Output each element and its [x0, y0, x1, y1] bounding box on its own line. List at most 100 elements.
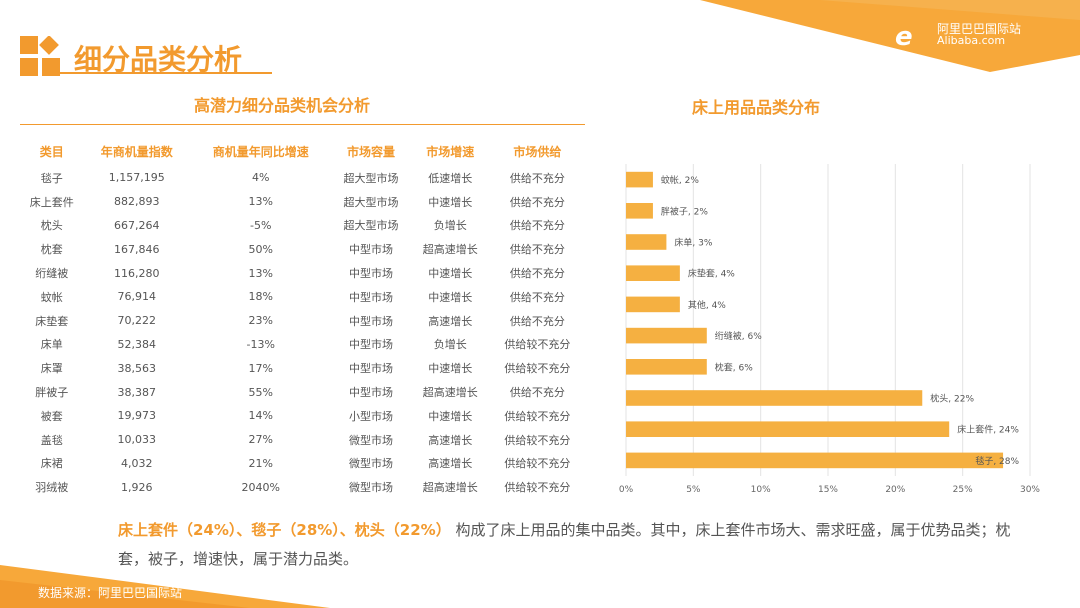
conclusion-rest: 构成了床上用品的集中品类。其中，床上套件市场大、需求旺盛，属于优势品类；枕套，被…	[118, 521, 1011, 568]
table-row: 羽绒被 1,926 2040% 微型市场 超高速增长 供给较不充分	[20, 475, 585, 499]
table-cell: 小型市场	[348, 409, 393, 423]
bar	[626, 234, 667, 250]
table-cell: 1,157,195	[108, 171, 165, 185]
table-cell: 14%	[248, 409, 273, 423]
table-header-cell: 市场增速	[426, 144, 475, 159]
table-cell: 胖被子	[35, 386, 69, 400]
table-cell: 供给不充分	[509, 219, 565, 233]
logo-cn-text: 阿里巴巴国际站	[937, 22, 1022, 36]
page-title: 细分品类分析	[74, 43, 243, 76]
table-row: 绗缝被 116,280 13% 中型市场 中速增长 供给不充分	[20, 261, 585, 285]
table-cell: 中型市场	[348, 243, 393, 257]
x-tick-label: 10%	[751, 485, 771, 495]
bar	[626, 171, 653, 188]
table-cell: 高速增长	[428, 314, 473, 328]
table-cell: 10,033	[117, 433, 156, 447]
table-cell: 供给不充分	[509, 195, 565, 209]
table-cell: 2040%	[241, 480, 280, 494]
table-cell: 667,264	[113, 218, 160, 232]
bar	[626, 296, 680, 313]
table-cell: -5%	[249, 218, 272, 232]
table-cell: 中速增长	[428, 362, 473, 376]
table-cell: 超高速增长	[422, 243, 478, 257]
table-cell: 19,973	[117, 409, 156, 423]
data-label: 绗缝被, 6%	[715, 330, 762, 342]
table-cell: 52,384	[117, 337, 156, 351]
data-label: 床垫套, 4%	[688, 268, 735, 280]
table-cell: 38,387	[117, 385, 156, 399]
table-title: 高潜力细分品类机会分析	[194, 96, 371, 115]
table-cell: 23%	[248, 314, 273, 328]
table-cell: 38,563	[117, 361, 156, 375]
table-cell: 超大型市场	[343, 171, 399, 185]
table-cell: 微型市场	[348, 457, 393, 471]
bar	[626, 359, 707, 375]
table-cell: 167,846	[113, 242, 160, 256]
table-cell: 中型市场	[348, 267, 393, 281]
x-tick-label: 20%	[885, 485, 905, 495]
table-cell: 13%	[248, 195, 273, 209]
table-cell: 55%	[248, 385, 273, 399]
chart-title: 床上用品品类分布	[692, 98, 821, 117]
table-cell: 中型市场	[348, 338, 393, 352]
table-cell: 17%	[248, 361, 273, 375]
alibaba-logo-icon: e	[895, 22, 913, 52]
table-cell: 枕头	[40, 219, 63, 233]
bar	[626, 327, 707, 344]
data-label: 枕头, 22%	[930, 393, 974, 405]
table-cell: 高速增长	[428, 433, 473, 447]
data-label: 床上套件, 24%	[957, 424, 1019, 436]
table-cell: 绗缝被	[35, 267, 69, 281]
table-cell: 27%	[248, 433, 273, 447]
table-cell: 中型市场	[348, 290, 393, 304]
table-cell: 中型市场	[348, 362, 393, 376]
data-source: 数据来源：阿里巴巴国际站	[38, 586, 183, 600]
table-cell: 超高速增长	[422, 386, 478, 400]
opportunity-table: 类目 年商机量指数 商机量年同比增速 市场容量 市场增速 市场供给 毯子 1,157,195…	[20, 136, 585, 499]
table-cell: 超大型市场	[343, 195, 399, 209]
table-cell: 中型市场	[348, 386, 393, 400]
x-tick-label: 0%	[619, 485, 634, 495]
table-body: 毯子 1,157,195 4% 超大型市场 低速增长 供给不充分 床上套件 882,893 13…	[20, 166, 585, 499]
table-cell: 供给不充分	[509, 386, 565, 400]
table-cell: 负增长	[433, 219, 467, 233]
table-row: 枕头 667,264 -5% 超大型市场 负增长 供给不充分	[20, 214, 585, 238]
data-label: 胖被子, 2%	[661, 205, 708, 217]
table-row: 床上套件 882,893 13% 超大型市场 中速增长 供给不充分	[20, 190, 585, 214]
conclusion-text: 床上套件（24%）、毯子（28%）、枕头（22%） 构成了床上用品的集中品类。其…	[118, 516, 1018, 574]
table-cell: 毯子	[40, 171, 63, 185]
x-tick-label: 15%	[818, 485, 838, 495]
table-cell: 盖毯	[40, 433, 63, 447]
bar	[626, 390, 923, 406]
table-cell: 50%	[248, 242, 273, 256]
bar	[626, 421, 950, 437]
table-cell: 中速增长	[428, 195, 473, 209]
table-cell: 低速增长	[428, 171, 473, 185]
title-underline	[48, 72, 272, 74]
table-row: 蚊帐 76,914 18% 中型市场 中速增长 供给不充分	[20, 285, 585, 309]
table-cell: 4,032	[120, 456, 153, 470]
table-cell: 中速增长	[428, 409, 473, 423]
table-cell: 蚊帐	[40, 290, 63, 304]
table-cell: 中速增长	[428, 290, 473, 304]
table-cell: 18%	[248, 290, 273, 304]
table-cell: 供给较不充分	[504, 409, 571, 423]
table-header-cell: 年商机量指数	[100, 144, 173, 159]
bar	[626, 265, 680, 281]
table-cell: 负增长	[433, 338, 467, 352]
table-cell: 供给较不充分	[504, 362, 571, 376]
table-row: 枕套 167,846 50% 中型市场 超高速增长 供给不充分	[20, 237, 585, 261]
x-tick-label: 25%	[953, 485, 973, 495]
table-header-cell: 商机量年同比增速	[212, 144, 309, 159]
table-header-cell: 类目	[39, 144, 64, 159]
data-label: 枕套, 6%	[715, 361, 753, 373]
table-cell: 供给较不充分	[504, 338, 571, 352]
category-bar-chart: 0% 5% 10% 15% 20% 25% 30% 蚊帐, 2% 胖被子, 2% 床单, 3% 床垫…	[619, 164, 1040, 495]
table-cell: 13%	[248, 266, 273, 280]
table-cell: 70,222	[117, 314, 156, 328]
table-row: 床裙 4,032 21% 微型市场 高速增长 供给较不充分	[20, 452, 585, 476]
table-row: 床罩 38,563 17% 中型市场 中速增长 供给较不充分	[20, 356, 585, 380]
table-cell: 76,914	[117, 290, 156, 304]
table-cell: 超大型市场	[343, 219, 399, 233]
table-cell: 供给不充分	[509, 314, 565, 328]
